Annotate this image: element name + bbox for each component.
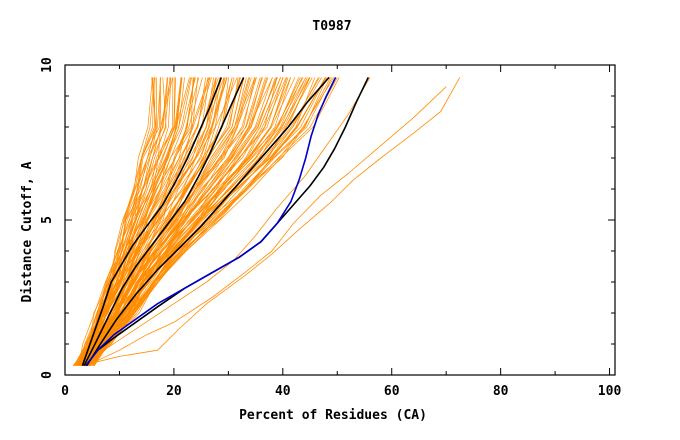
x-tick-label: 40 [275,384,291,399]
model-curve [84,77,300,366]
x-tick-label: 0 [61,384,69,399]
chart-title: T0987 [312,19,351,34]
series-line-1 [86,86,447,367]
series-line-7 [85,77,337,367]
y-tick-label: 5 [40,216,55,224]
model-curve [88,77,320,366]
model-curve [90,77,322,366]
x-tick-label: 60 [384,384,400,399]
y-tick-label: 0 [40,371,55,379]
series-line-4 [83,77,245,367]
y-tick-label: 10 [40,57,55,73]
axis-ticks [64,64,615,376]
x-tick-label: 80 [493,384,509,399]
series-line-3 [81,77,223,366]
model-curve [90,77,331,366]
x-axis-label: Percent of Residues (CA) [239,408,427,423]
series-line-2 [83,77,371,367]
x-tick-label: 100 [598,384,622,399]
model-curve [78,77,155,366]
model-curve [79,77,192,366]
model-curve [83,77,257,366]
y-tick-labels: 0 5 10 [40,57,55,379]
x-tick-labels: 0 20 40 60 80 100 [61,384,621,399]
x-tick-label: 20 [166,384,182,399]
series-line-0 [81,77,461,367]
model-curve [80,77,241,366]
series-lines [81,76,461,367]
y-axis-label: Distance Cutoff, A [20,161,35,302]
series-line-5 [86,76,330,367]
model-curve [74,77,161,366]
model-curve [78,77,176,366]
